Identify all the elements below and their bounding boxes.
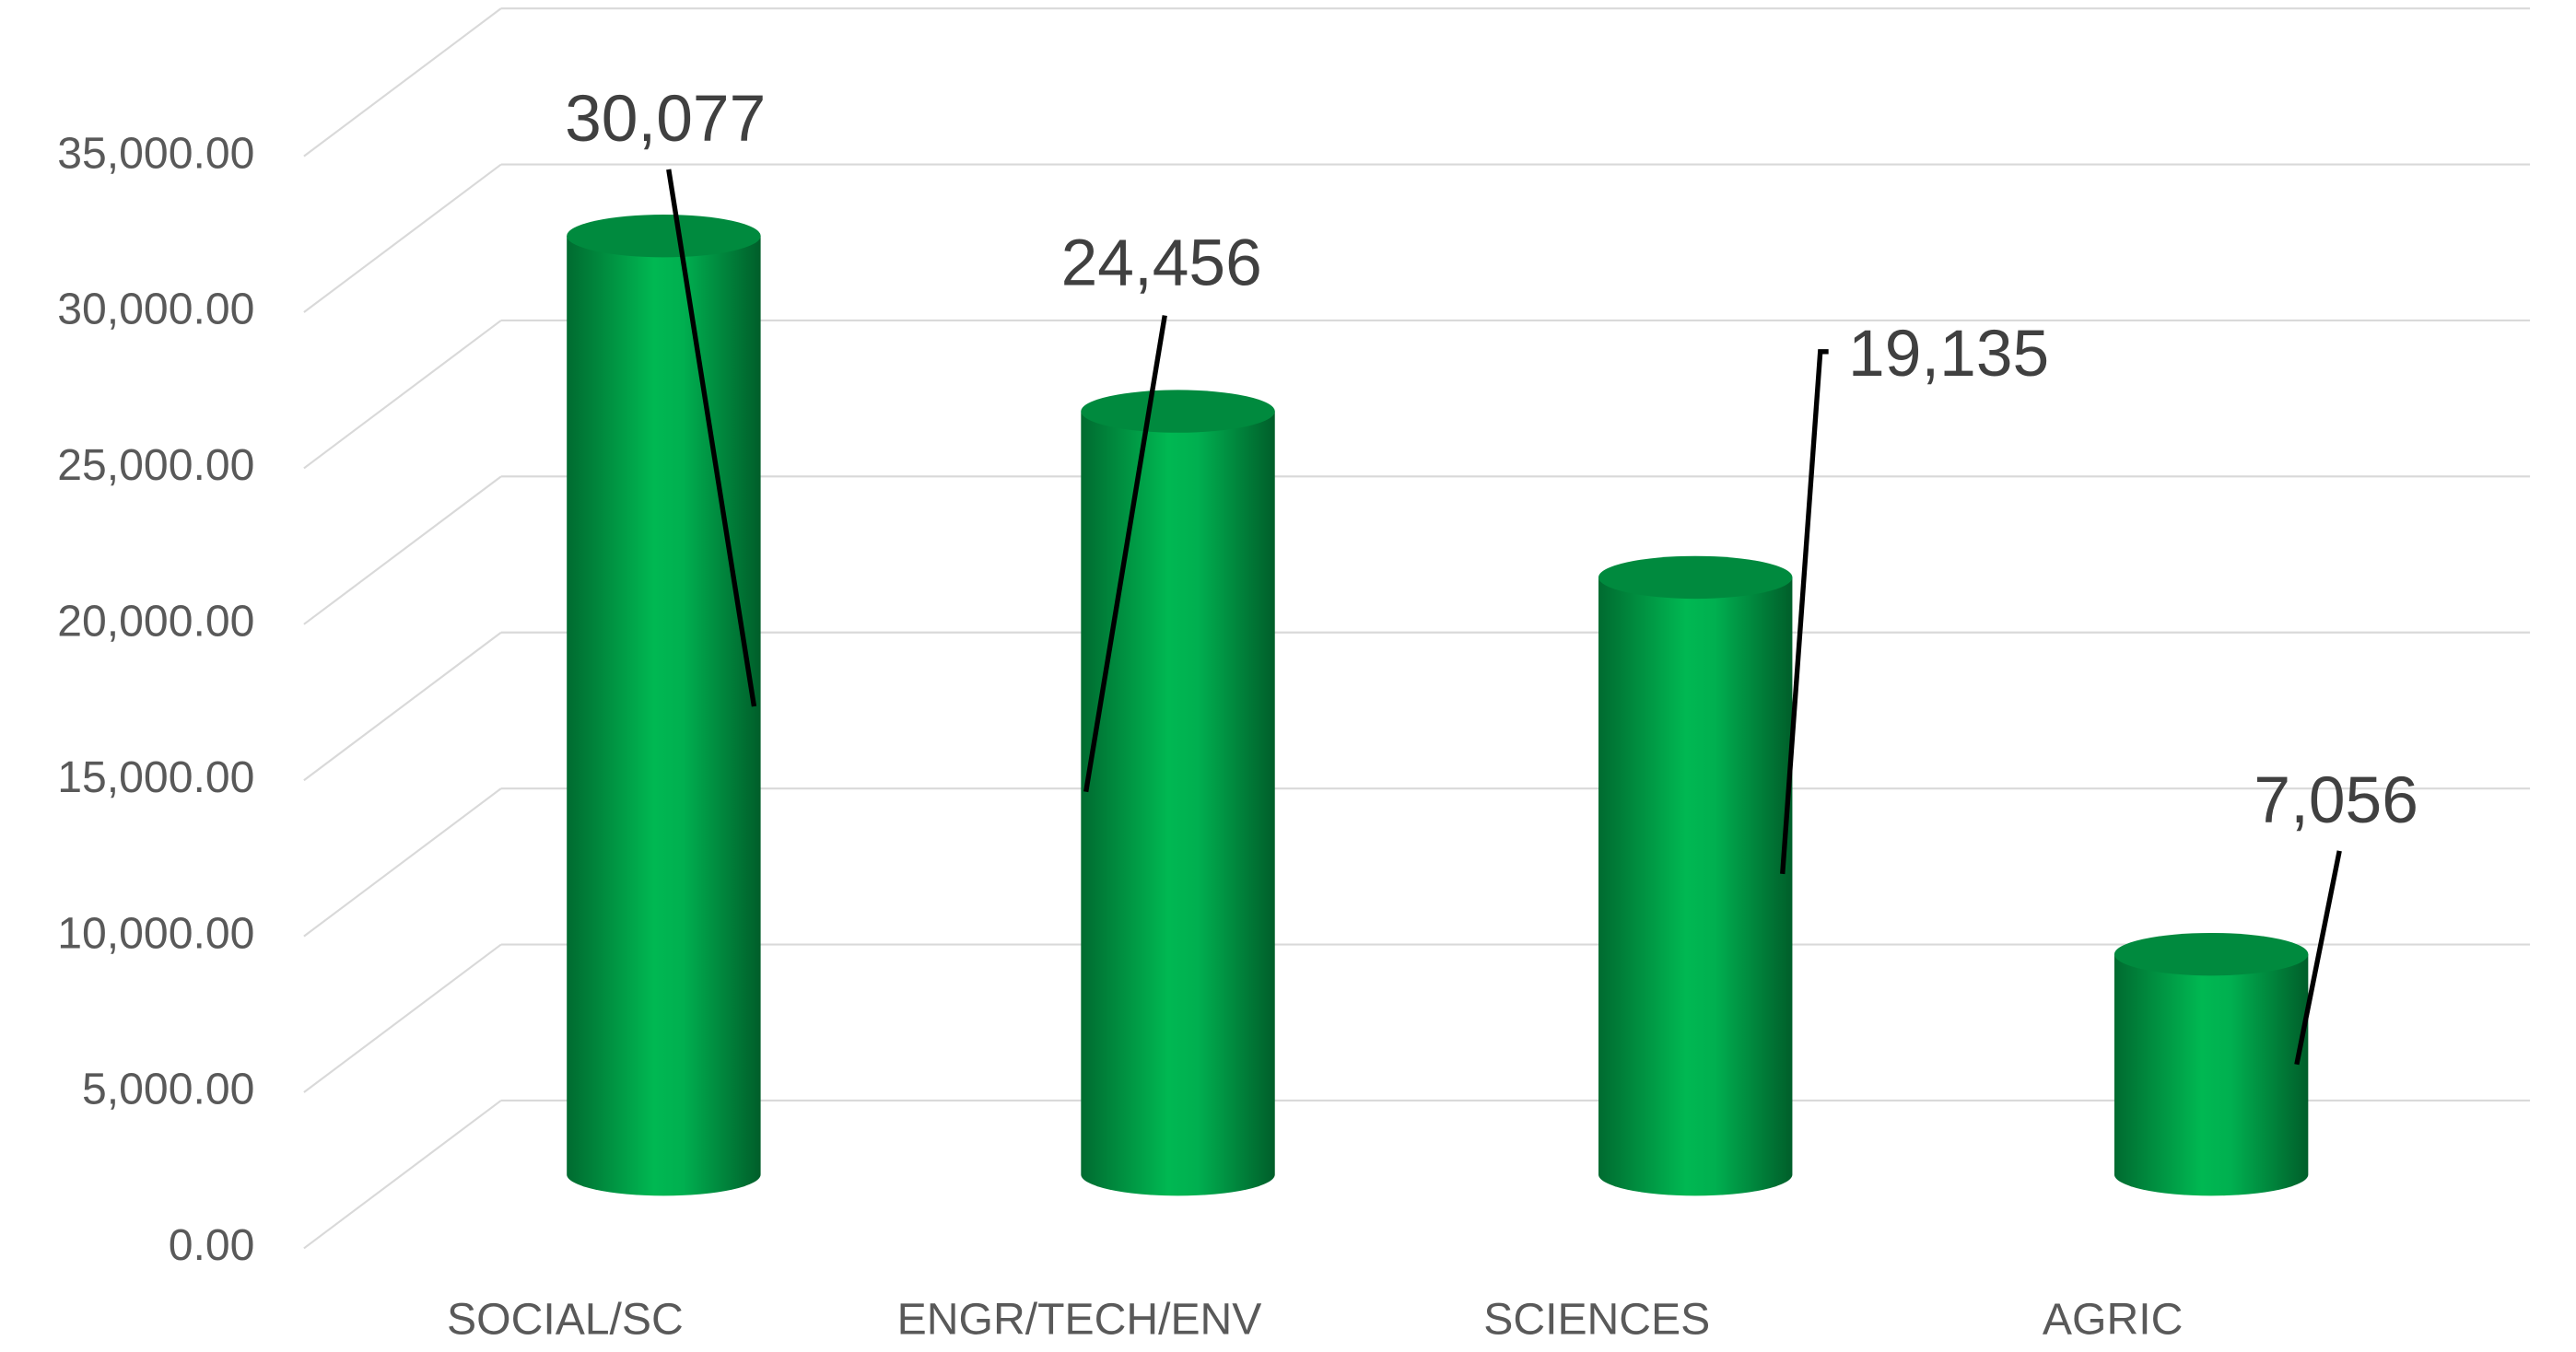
bar: [567, 236, 761, 1196]
y-tick-label: 10,000.00: [57, 908, 254, 958]
y-tick-label: 25,000.00: [57, 440, 254, 490]
data-label: 7,056: [2254, 763, 2418, 837]
data-label: 19,135: [1848, 317, 2049, 390]
bar-top: [567, 214, 761, 258]
data-label: 24,456: [1061, 227, 1262, 300]
x-tick-label: AGRIC: [2043, 1294, 2183, 1344]
grid-line-side: [303, 943, 502, 1093]
y-tick-label: 15,000.00: [57, 752, 254, 802]
bar-top: [2113, 932, 2309, 976]
x-tick-label: SCIENCES: [1483, 1294, 1710, 1344]
grid-line-side: [303, 631, 502, 782]
grid-line-side: [303, 787, 502, 938]
leader-line: [1780, 349, 1829, 875]
leader-line: [2294, 850, 2342, 1066]
y-tick-label: 30,000.00: [57, 285, 254, 334]
y-tick-label: 0.00: [169, 1220, 255, 1270]
y-tick-label: 5,000.00: [82, 1065, 254, 1114]
bar-top: [1598, 555, 1793, 600]
grid-line-side: [303, 1100, 502, 1250]
bar-top: [1081, 390, 1275, 433]
grid-line-side: [303, 320, 502, 470]
bar: [2113, 954, 2309, 1196]
data-label: 30,077: [565, 82, 766, 156]
grid-line-side: [303, 163, 502, 313]
y-tick-label: 20,000.00: [57, 597, 254, 647]
y-tick-label: 35,000.00: [57, 128, 254, 178]
leader-line: [666, 169, 757, 707]
x-tick-label: ENGR/TECH/ENV: [897, 1294, 1262, 1344]
grid-line-side: [303, 475, 502, 625]
bar: [1081, 411, 1275, 1196]
grid-line-side: [303, 7, 502, 157]
leader-line: [1083, 315, 1167, 793]
bar: [1598, 577, 1793, 1196]
x-tick-label: SOCIAL/SC: [447, 1294, 684, 1344]
